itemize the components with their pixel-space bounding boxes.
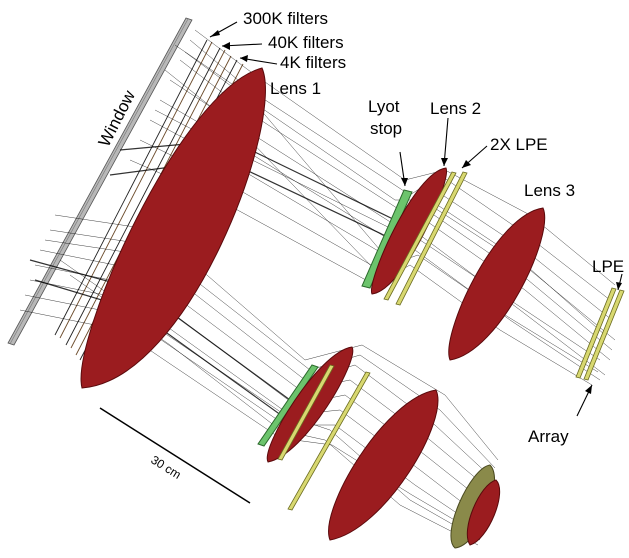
- label-lens-3: Lens 3: [524, 181, 575, 200]
- label-2x-lpe: 2X LPE: [490, 135, 548, 154]
- label-300k-filters: 300K filters: [243, 9, 328, 28]
- lyot-stop-lower: [257, 364, 319, 447]
- label-lpe: LPE: [592, 257, 624, 276]
- label-lens-2: Lens 2: [430, 99, 481, 118]
- array-lower: [450, 464, 501, 549]
- lens-3-upper: [448, 207, 546, 361]
- label-lens-1: Lens 1: [270, 79, 321, 98]
- lpe-2x-lower: [277, 364, 371, 511]
- lpe-array-upper: [575, 287, 625, 381]
- label-40k-filters: 40K filters: [268, 33, 344, 52]
- label-array: Array: [528, 427, 569, 446]
- scale-bar: 30 cm: [99, 407, 251, 504]
- label-lyot-line2: stop: [370, 119, 402, 138]
- annotation-arrows: [209, 21, 623, 417]
- lpe-2x-upper: [383, 171, 468, 306]
- label-4k-filters: 4K filters: [280, 53, 346, 72]
- lens-1: [80, 67, 266, 389]
- label-lyot-line1: Lyot: [368, 97, 400, 116]
- labels: Window 300K filters 40K filters 4K filte…: [95, 9, 625, 446]
- window-plate: [7, 17, 193, 346]
- lyot-stop-upper: [361, 189, 413, 289]
- lens-3-lower: [328, 389, 439, 541]
